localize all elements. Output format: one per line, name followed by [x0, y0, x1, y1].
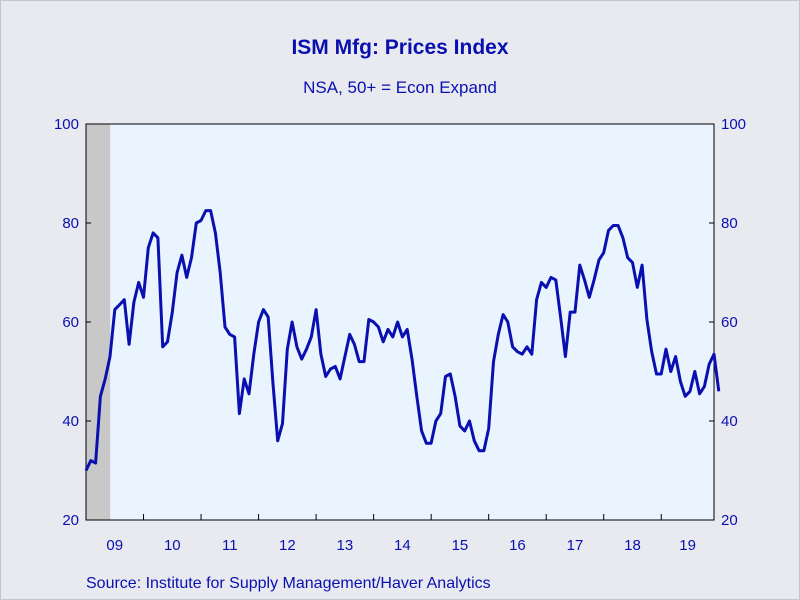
y-tick-label-right: 60: [721, 314, 738, 331]
x-tick-label: 09: [106, 537, 123, 554]
x-tick-label: 14: [394, 537, 411, 554]
y-tick-label-right: 80: [721, 215, 738, 232]
y-tick-label-left: 100: [54, 116, 79, 133]
y-tick-label-right: 20: [721, 512, 738, 529]
y-tick-label-left: 40: [62, 413, 79, 430]
chart-title: ISM Mfg: Prices Index: [291, 36, 509, 59]
y-tick-label-right: 100: [721, 116, 746, 133]
x-tick-label: 10: [164, 537, 181, 554]
x-tick-label: 12: [279, 537, 296, 554]
y-tick-label-right: 40: [721, 413, 738, 430]
y-tick-label-left: 60: [62, 314, 79, 331]
x-tick-label: 16: [509, 537, 526, 554]
x-tick-label: 11: [222, 537, 238, 554]
plot-background: [86, 124, 714, 520]
x-tick-label: 18: [624, 537, 641, 554]
x-tick-label: 19: [679, 537, 696, 554]
y-tick-label-left: 20: [62, 512, 79, 529]
x-tick-label: 15: [452, 537, 469, 554]
y-tick-label-left: 80: [62, 215, 79, 232]
x-tick-label: 17: [567, 537, 584, 554]
x-tick-label: 13: [337, 537, 354, 554]
chart-source: Source: Institute for Supply Management/…: [86, 575, 491, 592]
chart-subtitle: NSA, 50+ = Econ Expand: [303, 78, 497, 97]
series-line: [84, 209, 721, 472]
